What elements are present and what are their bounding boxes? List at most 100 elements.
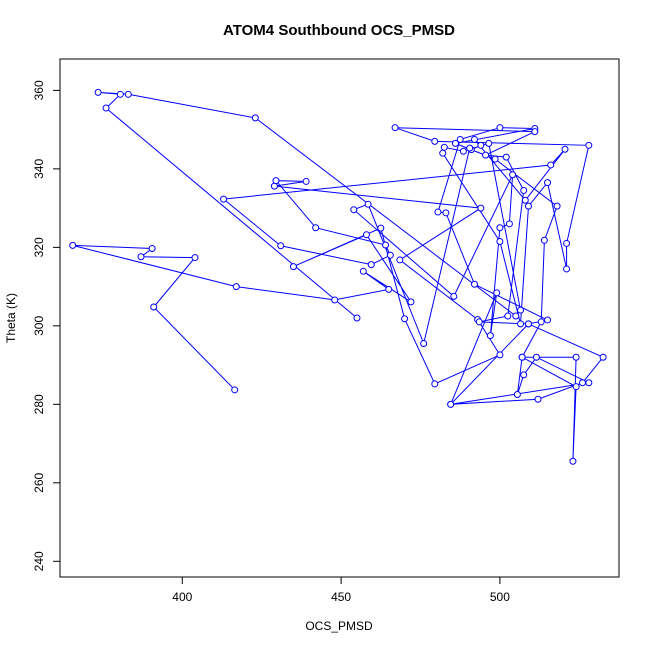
data-point <box>456 135 464 143</box>
data-point <box>486 332 494 340</box>
data-point <box>470 280 478 288</box>
y-axis-label: Theta (K) <box>4 293 18 343</box>
data-point <box>518 353 526 361</box>
data-point <box>231 386 239 394</box>
data-point <box>439 149 447 157</box>
data-point <box>447 400 455 408</box>
data-point <box>520 186 528 194</box>
x-axis: 400 450 500 <box>172 576 510 604</box>
data-point <box>585 141 593 149</box>
data-point <box>477 204 485 212</box>
data-point <box>585 379 593 387</box>
data-point <box>569 457 577 465</box>
x-tick-label: 400 <box>172 590 192 604</box>
data-point <box>102 104 110 112</box>
data-point <box>440 143 448 151</box>
data-point <box>563 265 571 273</box>
data-point <box>524 202 532 210</box>
y-tick-label: 360 <box>32 80 46 100</box>
data-point <box>442 209 450 217</box>
y-tick-label: 280 <box>32 394 46 414</box>
data-point <box>531 128 539 136</box>
data-point <box>496 224 504 232</box>
data-point <box>385 285 393 293</box>
data-point <box>407 298 415 306</box>
data-point <box>547 161 555 169</box>
data-point <box>367 261 375 269</box>
data-point <box>491 155 499 163</box>
data-point <box>521 196 529 204</box>
data-point <box>496 124 504 132</box>
data-point <box>485 139 493 147</box>
data-point <box>312 224 320 232</box>
data-point <box>544 179 552 187</box>
data-point <box>232 283 240 291</box>
data-point <box>150 303 158 311</box>
data-point <box>517 320 525 328</box>
data-point <box>382 241 390 249</box>
y-tick-label: 240 <box>32 551 46 571</box>
data-point <box>513 391 521 399</box>
data-point <box>470 135 478 143</box>
data-point <box>509 171 517 179</box>
data-point <box>512 312 520 320</box>
data-point <box>544 316 552 324</box>
data-point <box>540 236 548 244</box>
series-layer <box>69 88 607 465</box>
data-point <box>475 318 483 326</box>
data-point <box>553 202 561 210</box>
data-point <box>148 245 156 253</box>
data-point <box>482 151 490 159</box>
data-point <box>191 254 199 262</box>
data-point <box>451 139 459 147</box>
data-point <box>94 88 102 96</box>
data-point <box>350 206 358 214</box>
data-point <box>272 177 280 185</box>
data-point <box>220 195 228 203</box>
y-tick-label: 340 <box>32 159 46 179</box>
data-point <box>396 256 404 264</box>
data-point <box>353 314 361 322</box>
y-tick-label: 300 <box>32 316 46 336</box>
data-point <box>496 237 504 245</box>
data-point <box>386 251 394 259</box>
x-axis-label: OCS_PMSD <box>305 619 373 633</box>
x-tick-label: 500 <box>490 590 510 604</box>
data-point <box>572 353 580 361</box>
data-point <box>578 379 586 387</box>
data-point <box>362 231 370 239</box>
chart-title: ATOM4 Southbound OCS_PMSD <box>223 22 455 39</box>
data-point <box>524 320 532 328</box>
y-tick-label: 260 <box>32 472 46 492</box>
data-point <box>391 124 399 132</box>
data-point <box>359 267 367 275</box>
data-point <box>364 200 372 208</box>
data-point <box>289 263 297 271</box>
data-point <box>124 90 132 98</box>
plot-frame <box>59 58 620 578</box>
data-point <box>496 351 504 359</box>
data-point <box>517 306 525 314</box>
x-tick-label: 450 <box>331 590 351 604</box>
data-point <box>401 315 409 323</box>
y-tick-label: 320 <box>32 237 46 257</box>
data-point <box>431 137 439 145</box>
data-point <box>69 241 77 249</box>
data-point <box>502 153 510 161</box>
data-point <box>459 147 467 155</box>
data-point <box>434 208 442 216</box>
data-point <box>532 353 540 361</box>
data-point <box>563 239 571 247</box>
data-point <box>420 340 428 348</box>
data-point <box>477 141 485 149</box>
data-point <box>450 292 458 300</box>
data-point <box>520 371 528 379</box>
data-point <box>251 114 259 122</box>
data-point <box>493 289 501 297</box>
data-point <box>377 224 385 232</box>
data-point <box>505 220 513 228</box>
data-point <box>572 383 580 391</box>
data-point <box>431 380 439 388</box>
series-line <box>72 91 604 462</box>
